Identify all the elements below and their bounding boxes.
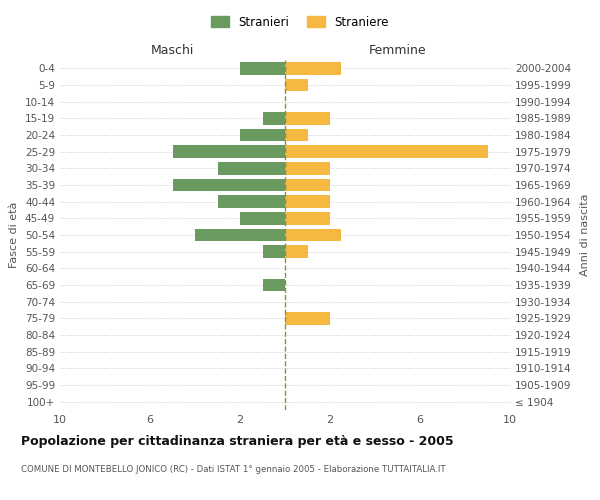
Bar	[173, 179, 285, 191]
Bar	[285, 146, 487, 158]
Bar	[285, 128, 308, 141]
Text: COMUNE DI MONTEBELLO JONICO (RC) - Dati ISTAT 1° gennaio 2005 - Elaborazione TUT: COMUNE DI MONTEBELLO JONICO (RC) - Dati …	[21, 465, 446, 474]
Bar	[285, 312, 330, 324]
Bar	[285, 212, 330, 224]
Bar	[285, 162, 330, 174]
Bar	[285, 179, 330, 191]
Bar	[285, 246, 308, 258]
Y-axis label: Anni di nascita: Anni di nascita	[580, 194, 590, 276]
Bar	[173, 146, 285, 158]
Bar	[285, 79, 308, 92]
Bar	[285, 62, 341, 74]
Bar	[285, 112, 330, 124]
Bar	[285, 196, 330, 208]
Text: Maschi: Maschi	[151, 44, 194, 57]
Bar	[240, 62, 285, 74]
Legend: Stranieri, Straniere: Stranieri, Straniere	[206, 11, 394, 34]
Bar	[240, 212, 285, 224]
Bar	[263, 246, 285, 258]
Bar	[263, 279, 285, 291]
Bar	[240, 128, 285, 141]
Text: Popolazione per cittadinanza straniera per età e sesso - 2005: Popolazione per cittadinanza straniera p…	[21, 435, 454, 448]
Bar	[218, 196, 285, 208]
Bar	[195, 229, 285, 241]
Bar	[263, 112, 285, 124]
Bar	[285, 229, 341, 241]
Text: Femmine: Femmine	[368, 44, 427, 57]
Y-axis label: Fasce di età: Fasce di età	[10, 202, 19, 268]
Bar	[218, 162, 285, 174]
